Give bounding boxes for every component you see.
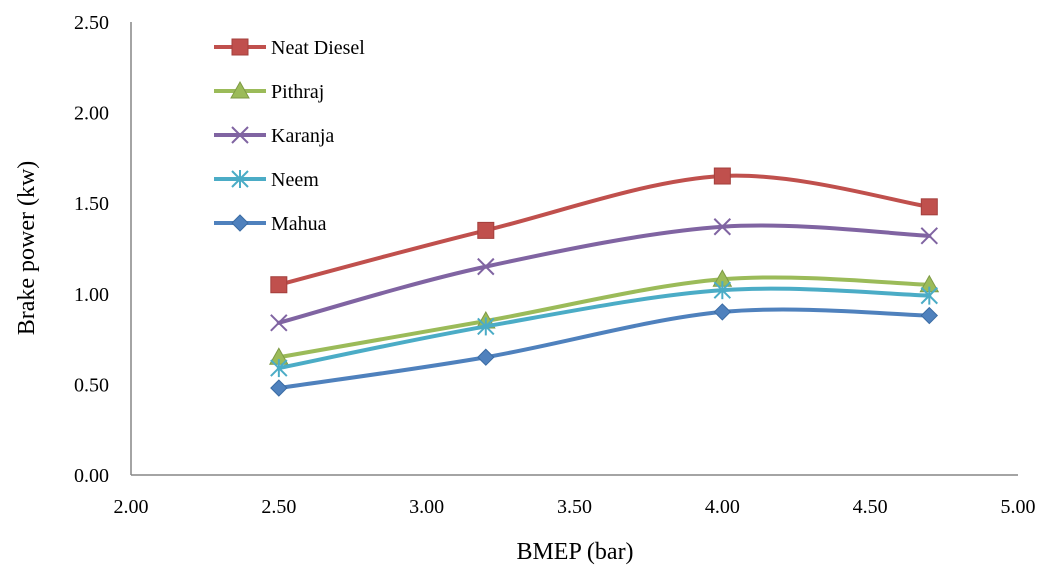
point-karanja-marker bbox=[920, 227, 939, 245]
point-neat-diesel-marker bbox=[477, 221, 495, 239]
y-axis-title: Brake power (kw) bbox=[14, 161, 40, 336]
y-tick-label: 0.00 bbox=[74, 465, 109, 487]
point-karanja-marker bbox=[477, 257, 495, 276]
legend-item-mahua: Mahua bbox=[214, 213, 327, 235]
point-neem-marker bbox=[270, 359, 288, 378]
point-mahua-marker bbox=[713, 303, 732, 321]
point-neem-marker bbox=[920, 286, 939, 305]
point-neem-marker bbox=[477, 317, 495, 336]
legend-mahua-marker bbox=[231, 214, 249, 232]
series-line-mahua bbox=[276, 307, 932, 391]
y-tick-label: 1.50 bbox=[74, 193, 109, 215]
y-tick-label: 2.50 bbox=[74, 12, 109, 34]
point-neem-marker bbox=[713, 281, 732, 300]
x-ticks: 2.00 2.50 3.00 3.50 4.00 4.50 5.00 bbox=[114, 496, 1036, 518]
series-lines bbox=[268, 167, 940, 397]
series-karanja bbox=[270, 218, 939, 332]
x-tick-label: 3.00 bbox=[409, 496, 444, 518]
legend: Neat Diesel Pithraj Karanja Neem Mahua bbox=[214, 37, 365, 235]
series-line-pithraj bbox=[276, 275, 932, 360]
x-tick-label: 5.00 bbox=[1001, 496, 1036, 518]
legend-label: Neem bbox=[271, 169, 319, 191]
legend-item-neem: Neem bbox=[214, 169, 319, 191]
legend-label: Neat Diesel bbox=[271, 37, 365, 59]
legend-neat-diesel-marker bbox=[231, 38, 249, 56]
point-mahua-marker bbox=[920, 306, 939, 325]
y-ticks: 0.00 0.50 1.00 1.50 2.00 2.50 bbox=[74, 12, 109, 487]
legend-label: Mahua bbox=[271, 213, 327, 235]
point-karanja-marker bbox=[713, 218, 732, 236]
point-mahua-marker bbox=[477, 348, 495, 366]
x-tick-label: 4.00 bbox=[705, 496, 740, 518]
y-tick-label: 1.00 bbox=[74, 284, 109, 306]
legend-karanja-marker bbox=[231, 126, 249, 144]
legend-neem-marker bbox=[231, 170, 249, 188]
series-mahua bbox=[270, 303, 939, 397]
point-neat-diesel-marker bbox=[920, 198, 938, 216]
x-axis-title: BMEP (bar) bbox=[516, 539, 633, 565]
series-neem bbox=[270, 281, 939, 378]
point-neat-diesel-marker bbox=[713, 167, 731, 185]
x-tick-label: 2.50 bbox=[261, 496, 296, 518]
x-tick-label: 3.50 bbox=[557, 496, 592, 518]
legend-item-neat-diesel: Neat Diesel bbox=[214, 37, 365, 59]
series-neat-diesel bbox=[270, 167, 938, 294]
point-mahua-marker bbox=[270, 379, 288, 397]
legend-label: Karanja bbox=[271, 125, 334, 147]
y-tick-label: 0.50 bbox=[74, 374, 109, 396]
y-tick-label: 2.00 bbox=[74, 103, 109, 125]
series-line-neem bbox=[276, 286, 932, 371]
point-karanja-marker bbox=[270, 314, 288, 332]
legend-label: Pithraj bbox=[271, 81, 324, 103]
legend-item-pithraj: Pithraj bbox=[214, 80, 324, 103]
legend-pithraj-marker bbox=[230, 80, 250, 99]
axes bbox=[130, 22, 1018, 476]
x-tick-label: 4.50 bbox=[853, 496, 888, 518]
series-line-neat-diesel bbox=[276, 173, 932, 287]
legend-item-karanja: Karanja bbox=[214, 125, 334, 147]
point-neat-diesel-marker bbox=[270, 276, 288, 294]
series-line-karanja bbox=[276, 223, 932, 325]
x-tick-label: 2.00 bbox=[114, 496, 149, 518]
